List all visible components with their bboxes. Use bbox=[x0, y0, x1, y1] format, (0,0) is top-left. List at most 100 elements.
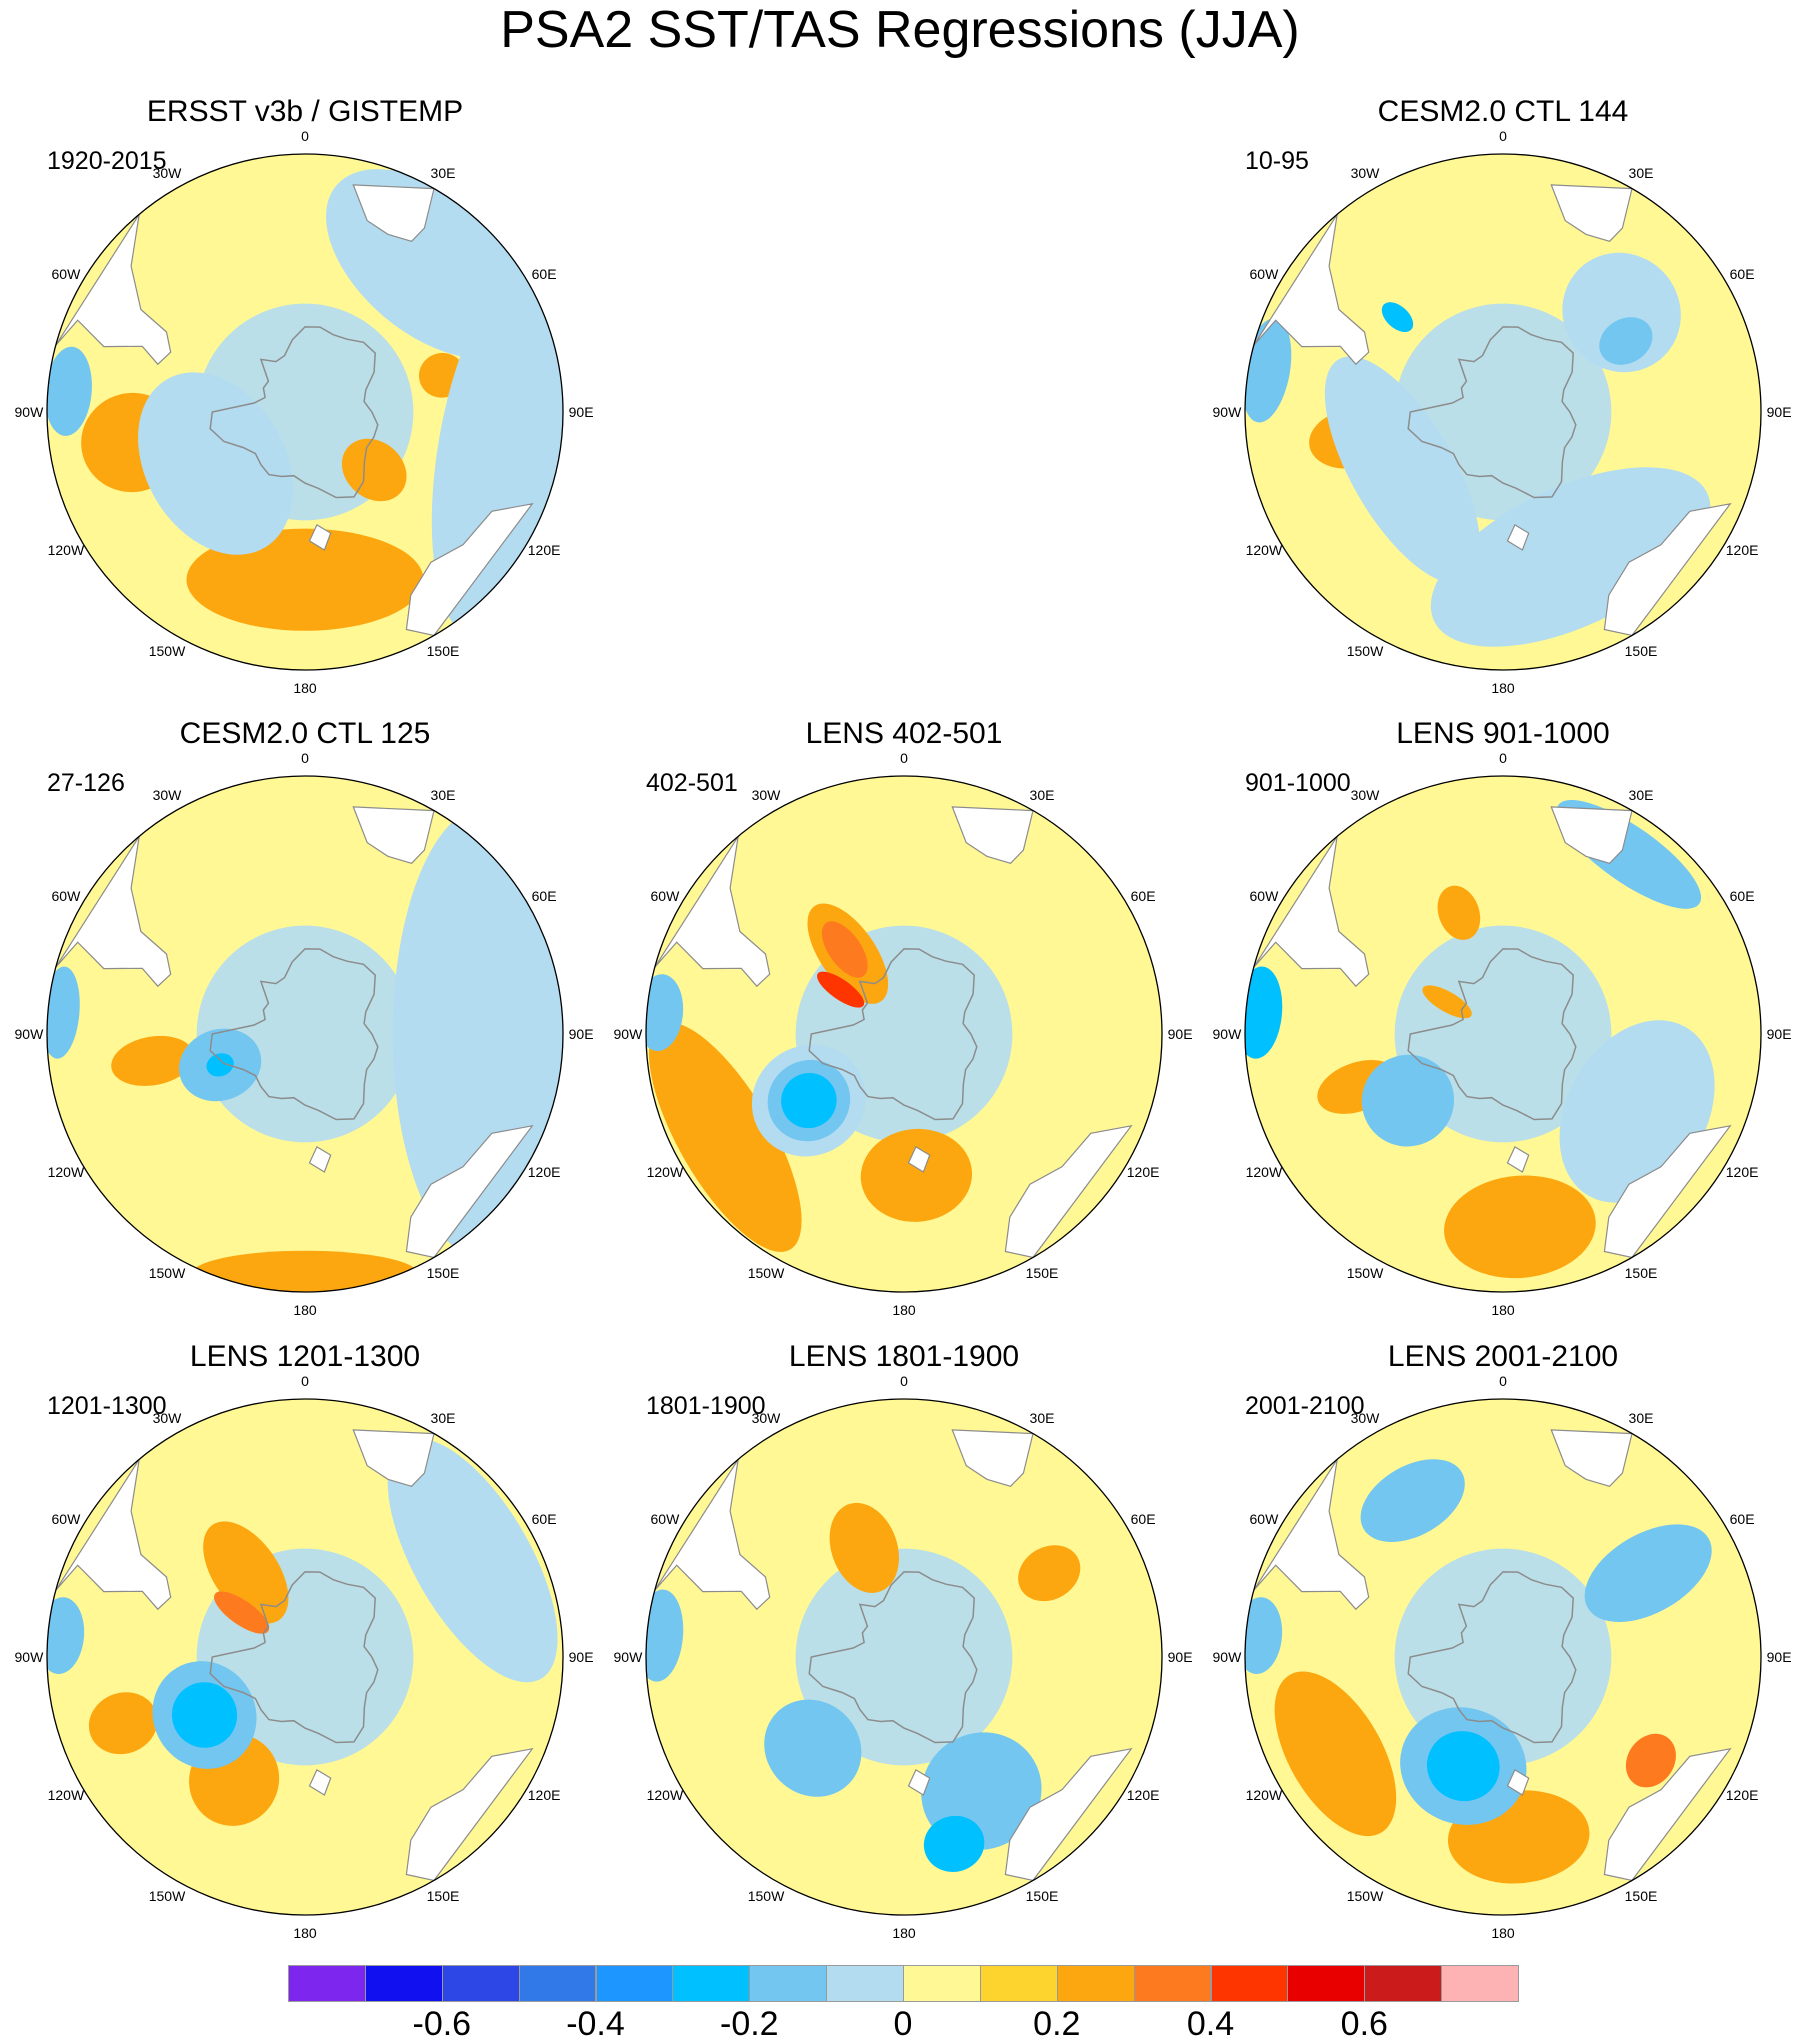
colorbar-swatch bbox=[672, 1965, 751, 2002]
longitude-label: 120W bbox=[1245, 1164, 1283, 1180]
panel-period: 10-95 bbox=[1245, 147, 1309, 175]
longitude-label: 30E bbox=[1029, 786, 1055, 803]
longitude-label: 150E bbox=[1025, 1888, 1059, 1905]
polar-map bbox=[46, 153, 564, 671]
longitude-label: 150W bbox=[747, 1265, 785, 1282]
longitude-label: 90W bbox=[14, 1026, 44, 1042]
longitude-label: 180 bbox=[293, 680, 317, 697]
longitude-label: 30W bbox=[1350, 1409, 1380, 1426]
contour-patch bbox=[649, 1022, 802, 1252]
longitude-label: 60W bbox=[51, 266, 81, 282]
antarctica-coastline bbox=[1407, 326, 1577, 499]
longitude-label: 120E bbox=[527, 1164, 561, 1180]
longitude-label: 30E bbox=[430, 1409, 456, 1426]
longitude-label: 120E bbox=[527, 1787, 561, 1803]
polar-map bbox=[46, 775, 564, 1293]
land-mask bbox=[1506, 1146, 1530, 1173]
land-mask bbox=[308, 1769, 332, 1796]
longitude-label: 30E bbox=[1628, 786, 1654, 803]
polar-map bbox=[645, 775, 1163, 1293]
longitude-label: 90E bbox=[568, 1026, 594, 1042]
longitude-label: 120W bbox=[47, 542, 85, 558]
panel-period: 27-126 bbox=[47, 769, 125, 797]
contour-patch bbox=[923, 1815, 985, 1872]
longitude-label: 0 bbox=[1499, 1372, 1507, 1389]
colorbar-tick-label: -0.6 bbox=[412, 2005, 472, 2043]
land-mask bbox=[1253, 214, 1370, 366]
contour-patch bbox=[191, 1250, 419, 1292]
colorbar-swatch bbox=[1441, 1965, 1519, 2002]
longitude-label: 0 bbox=[1499, 127, 1507, 144]
contour-band bbox=[795, 1548, 1013, 1766]
contour-patch bbox=[1584, 1524, 1712, 1623]
contour-patch bbox=[1360, 1459, 1465, 1542]
land-mask bbox=[55, 214, 172, 366]
longitude-label: 0 bbox=[301, 127, 309, 144]
contour-patch bbox=[1422, 985, 1472, 1019]
contour-patch bbox=[1018, 1545, 1081, 1602]
map-border bbox=[1244, 1398, 1762, 1916]
land-mask bbox=[907, 1146, 931, 1173]
colorbar-swatch bbox=[1210, 1965, 1289, 2002]
antarctica-coastline bbox=[209, 948, 379, 1121]
panel-title: LENS 1801-1900 bbox=[788, 1340, 1020, 1373]
colorbar-swatch bbox=[826, 1965, 904, 2002]
longitude-label: 90E bbox=[1167, 1026, 1193, 1042]
colorbar-swatch bbox=[364, 1965, 443, 2002]
colorbar-swatch bbox=[595, 1965, 674, 2002]
longitude-label: 90W bbox=[613, 1649, 643, 1665]
land-mask bbox=[1253, 836, 1370, 988]
longitude-label: 30W bbox=[751, 786, 781, 803]
contour-patch bbox=[88, 1692, 158, 1755]
polar-map bbox=[1244, 1398, 1762, 1916]
longitude-label: 120E bbox=[1725, 542, 1759, 558]
longitude-label: 90E bbox=[1167, 1649, 1193, 1665]
colorbar-swatch bbox=[903, 1965, 981, 2002]
longitude-label: 30W bbox=[1350, 164, 1380, 181]
colorbar-swatch bbox=[1287, 1965, 1366, 2002]
longitude-label: 180 bbox=[1491, 680, 1515, 697]
longitude-label: 120W bbox=[646, 1787, 684, 1803]
land-mask bbox=[654, 836, 771, 988]
contour-patch bbox=[1599, 317, 1653, 365]
longitude-label: 150E bbox=[426, 1888, 460, 1905]
contour-patch bbox=[817, 971, 865, 1008]
longitude-label: 30E bbox=[1628, 1409, 1654, 1426]
contour-patch bbox=[171, 1682, 238, 1748]
colorbar-swatch bbox=[749, 1965, 828, 2002]
colorbar-tick-label: -0.2 bbox=[720, 2005, 779, 2043]
longitude-label: 30W bbox=[1350, 786, 1380, 803]
longitude-label: 120E bbox=[1126, 1164, 1160, 1180]
longitude-label: 120E bbox=[1725, 1164, 1759, 1180]
colorbar-swatch bbox=[1056, 1965, 1135, 2002]
longitude-label: 30E bbox=[1029, 1409, 1055, 1426]
colorbar-tick-label: -0.4 bbox=[566, 2005, 625, 2043]
longitude-label: 60W bbox=[1249, 266, 1279, 282]
longitude-label: 90W bbox=[1212, 404, 1242, 420]
longitude-label: 180 bbox=[1491, 1925, 1515, 1942]
map-border bbox=[645, 775, 1163, 1293]
longitude-label: 90E bbox=[1766, 1026, 1792, 1042]
longitude-label: 30E bbox=[1628, 164, 1654, 181]
land-mask bbox=[1253, 1459, 1370, 1611]
contour-patch bbox=[1361, 1054, 1455, 1147]
longitude-label: 150E bbox=[1624, 1888, 1658, 1905]
longitude-label: 120W bbox=[47, 1787, 85, 1803]
contour-patch bbox=[1381, 302, 1414, 333]
panel-title: LENS 901-1000 bbox=[1396, 717, 1610, 750]
longitude-label: 60E bbox=[1130, 1511, 1156, 1527]
contour-patch bbox=[111, 1035, 194, 1086]
longitude-label: 90W bbox=[14, 404, 44, 420]
map-border bbox=[1244, 775, 1762, 1293]
colorbar-tick-label: 0.6 bbox=[1340, 2005, 1388, 2043]
land-mask bbox=[1004, 1747, 1133, 1882]
contour-patch bbox=[1324, 356, 1481, 584]
antarctica-coastline bbox=[808, 948, 978, 1121]
polar-map bbox=[645, 1398, 1163, 1916]
map-border bbox=[46, 775, 564, 1293]
longitude-label: 0 bbox=[1499, 749, 1507, 766]
longitude-label: 60W bbox=[650, 1511, 680, 1527]
longitude-label: 120W bbox=[1245, 1787, 1283, 1803]
panel-title: ERSST v3b / GISTEMP bbox=[146, 95, 464, 128]
longitude-label: 60W bbox=[1249, 888, 1279, 904]
